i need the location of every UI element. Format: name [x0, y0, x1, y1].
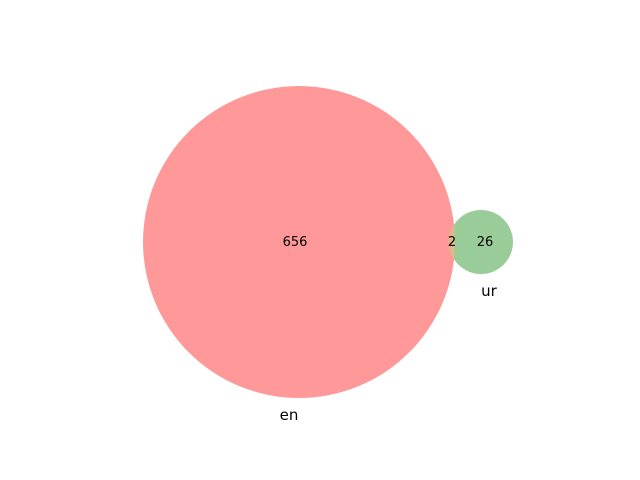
count-intersection: 2 [448, 235, 456, 250]
set-circle-en [143, 86, 455, 398]
set-label-en: en [280, 406, 299, 424]
set-circle-ur [449, 210, 513, 274]
count-en-only: 656 [283, 235, 308, 250]
count-ur-only: 26 [477, 235, 494, 250]
set-label-ur: ur [481, 282, 498, 300]
